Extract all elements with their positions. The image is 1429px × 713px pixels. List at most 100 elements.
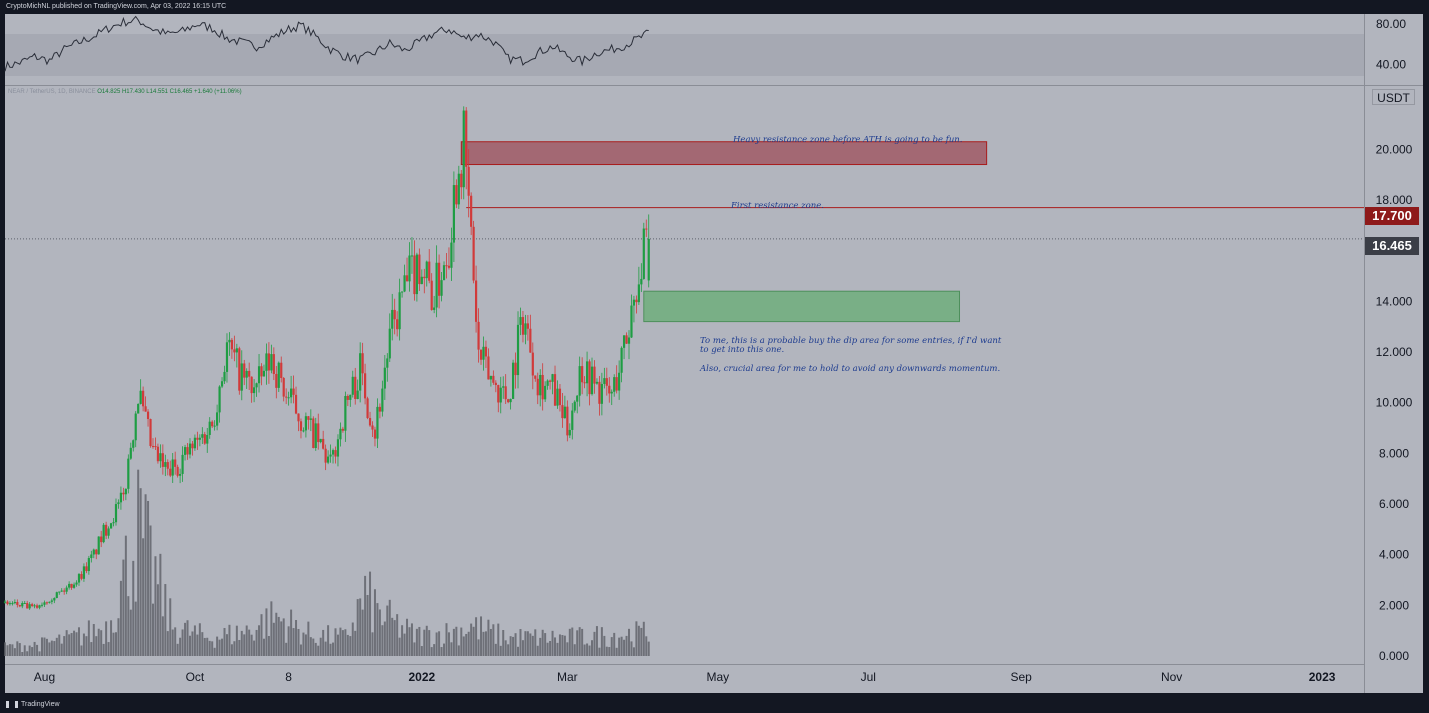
volume-bar: [497, 623, 500, 656]
candle-body: [479, 349, 483, 360]
volume-bar: [628, 628, 631, 656]
candle-body: [477, 321, 480, 350]
candle-body: [585, 361, 589, 384]
candle-body: [309, 418, 312, 420]
candle-body: [11, 603, 14, 605]
volume-bar: [260, 614, 263, 656]
candle-body: [410, 255, 414, 257]
candle-body: [368, 418, 372, 426]
candle-body: [359, 353, 362, 391]
buy-zone-note-line1: To me, this is a probable buy the dip ar…: [700, 336, 1002, 346]
candle-body: [492, 375, 495, 383]
volume-bar: [243, 634, 246, 656]
candle-body: [428, 261, 431, 281]
volume-bar: [462, 636, 465, 656]
volume-bar: [228, 624, 231, 656]
volume-bar: [275, 612, 278, 656]
volume-bar: [171, 629, 174, 656]
candle-body: [68, 583, 71, 588]
volume-bar: [184, 622, 187, 656]
volume-bar: [470, 623, 473, 656]
volume-bar: [85, 636, 88, 656]
candle-body: [174, 459, 177, 467]
candle-body: [151, 445, 155, 447]
candle-body: [181, 454, 184, 474]
volume-bar: [376, 603, 379, 656]
candle-body: [80, 574, 83, 579]
candle-body: [425, 261, 428, 279]
volume-bar: [77, 627, 80, 656]
volume-bar: [327, 625, 330, 656]
volume-bar: [477, 639, 480, 656]
volume-bar: [489, 628, 492, 656]
volume-bar: [221, 638, 224, 656]
volume-bar: [250, 634, 253, 656]
footer-brand-text: TradingView: [21, 701, 60, 708]
volume-bar: [549, 640, 552, 656]
candle-body: [484, 346, 488, 357]
candle-body: [349, 394, 352, 400]
candle-body: [556, 388, 559, 406]
volume-bar: [351, 622, 354, 656]
candle-body: [186, 447, 189, 455]
volume-bar: [105, 621, 108, 656]
candle-body: [134, 413, 137, 441]
candle-body: [159, 453, 162, 462]
candle-body: [55, 592, 58, 598]
volume-bar: [571, 627, 574, 656]
candle-body: [457, 173, 460, 205]
volume-bar: [290, 609, 293, 656]
volume-bar: [600, 627, 603, 656]
candle-body: [243, 363, 246, 378]
candle-body: [534, 375, 537, 379]
volume-bar: [161, 616, 164, 656]
candle-body: [514, 362, 517, 376]
time-tick-label: Mar: [557, 670, 578, 684]
volume-bar: [164, 584, 167, 656]
volume-bar: [642, 621, 645, 656]
candle-body: [450, 242, 453, 268]
volume-bar: [253, 640, 256, 656]
candle-body: [465, 110, 468, 167]
volume-bar: [203, 637, 206, 656]
candle-body: [169, 468, 172, 476]
price-tick-label: 8.000: [1379, 446, 1409, 460]
volume-bar: [413, 642, 416, 656]
buy-the-dip-zone: [643, 290, 961, 323]
candle-body: [524, 323, 527, 335]
candle-body: [238, 348, 241, 391]
price-tick-label: 4.000: [1379, 548, 1409, 562]
volume-bar: [38, 651, 41, 656]
candle-body: [90, 554, 93, 559]
candle-body: [149, 419, 152, 446]
candle-body: [154, 446, 157, 448]
volume-bar: [534, 629, 537, 656]
candle-body: [255, 383, 258, 388]
volume-bar: [406, 618, 409, 656]
candle-body: [558, 388, 562, 406]
candle-body: [112, 522, 115, 524]
volume-bar: [58, 634, 61, 656]
volume-bar: [277, 616, 280, 656]
volume-bar: [193, 625, 196, 656]
candle-body: [132, 440, 135, 448]
volume-bar: [272, 622, 275, 656]
volume-bar: [107, 642, 110, 656]
currency-unit-button[interactable]: USDT: [1372, 89, 1415, 105]
candle-body: [267, 353, 271, 371]
volume-bar: [630, 641, 633, 656]
price-tick-label: 2.000: [1379, 598, 1409, 612]
volume-bar: [635, 621, 638, 656]
volume-bar: [613, 632, 616, 656]
volume-bar: [445, 623, 448, 656]
volume-bar: [645, 636, 648, 656]
price-tick-label: 18.000: [1376, 193, 1413, 207]
candle-body: [97, 536, 100, 555]
candle-body: [381, 388, 384, 412]
volume-bar: [573, 644, 576, 656]
volume-bar: [393, 620, 396, 656]
candle-body: [35, 605, 39, 608]
candle-body: [92, 549, 95, 555]
candle-body: [137, 403, 140, 414]
